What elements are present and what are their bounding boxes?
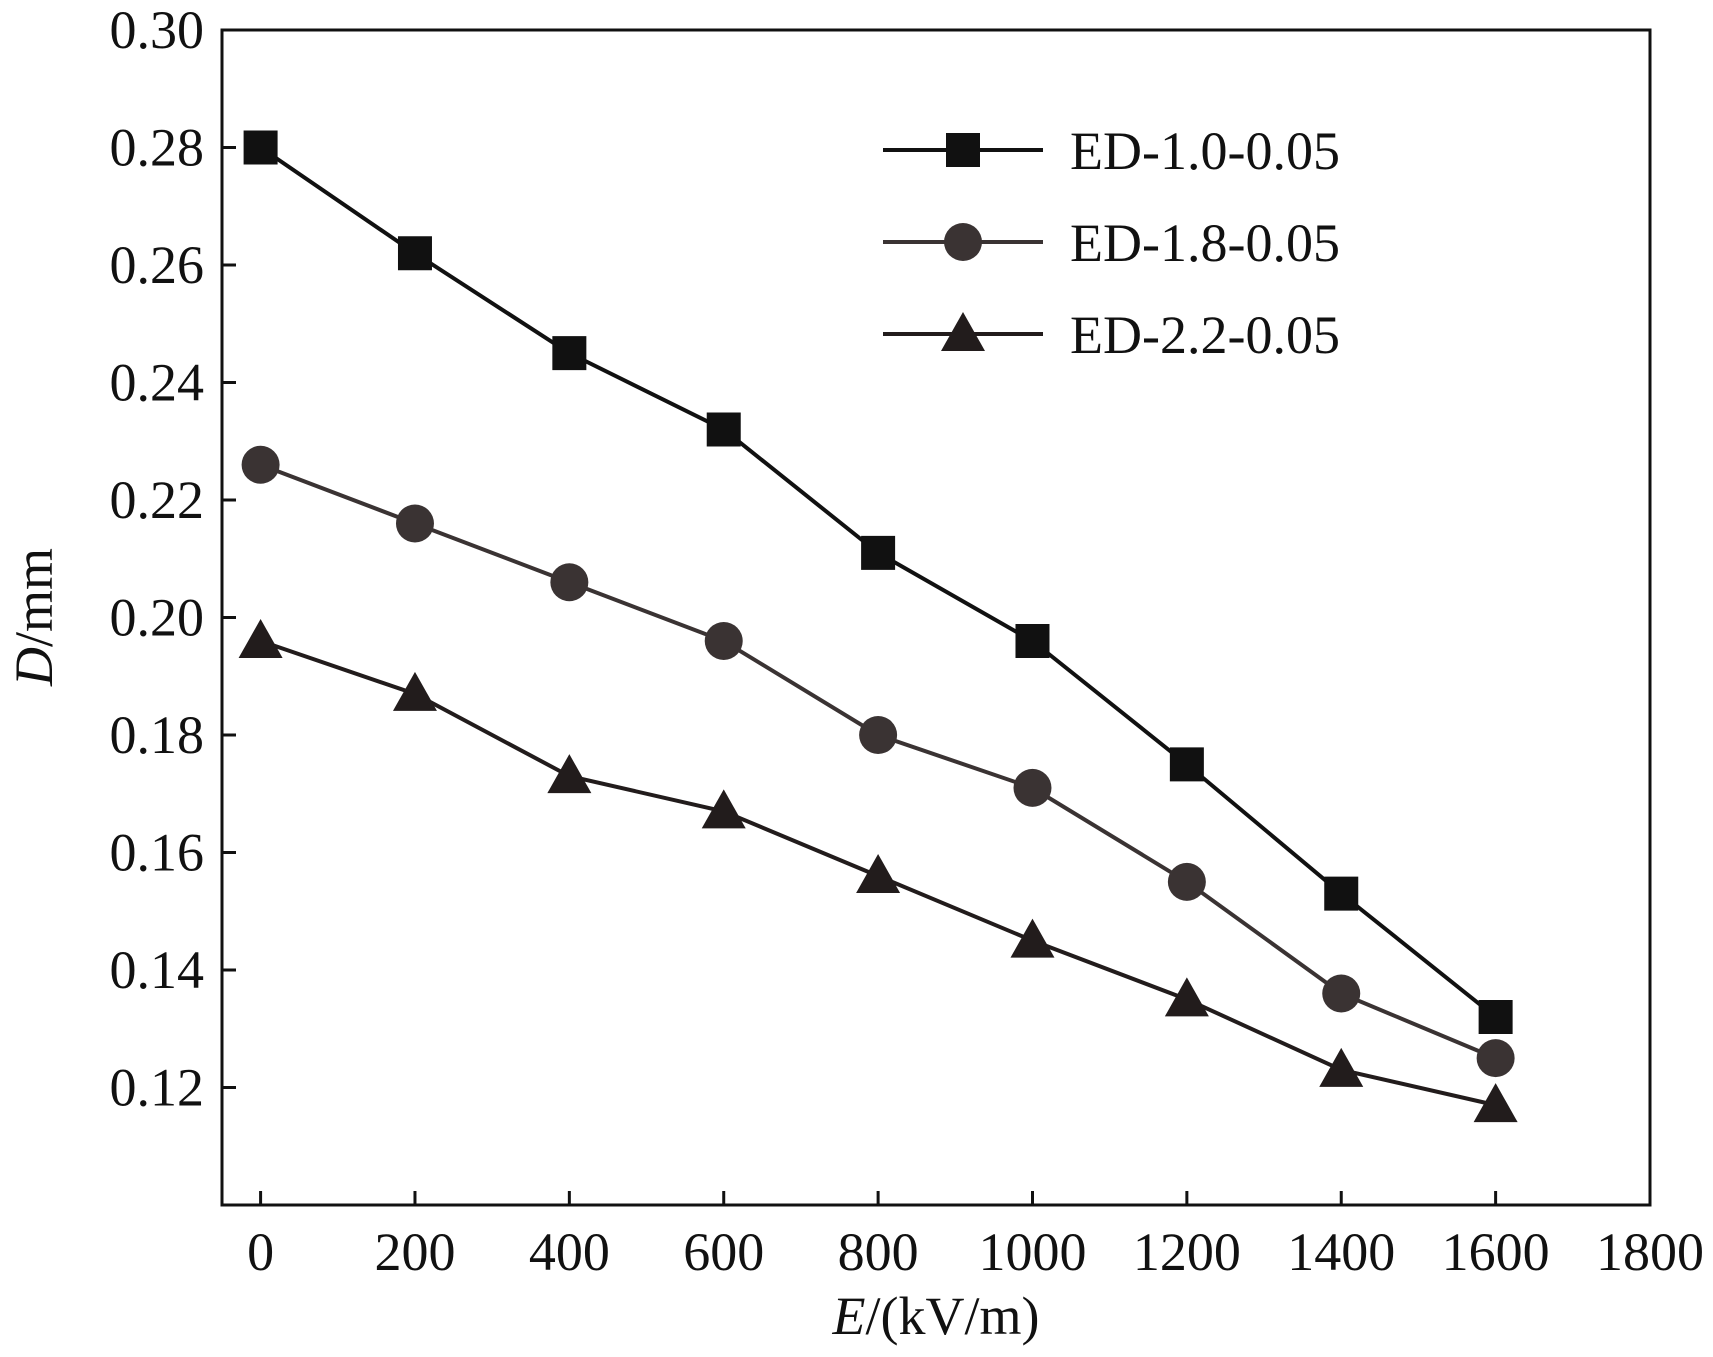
x-axis-variable: E <box>832 1286 866 1346</box>
y-tick-label: 0.14 <box>110 940 205 1000</box>
legend-label: ED-1.8-0.05 <box>1070 213 1340 273</box>
legend-item: ED-2.2-0.05 <box>883 305 1340 365</box>
plot-frame <box>220 28 1652 1207</box>
x-tick-label: 1200 <box>1133 1222 1241 1282</box>
data-point <box>1324 876 1359 911</box>
data-point <box>706 412 741 447</box>
y-tick-label: 0.30 <box>110 0 205 60</box>
data-point <box>1476 1039 1515 1078</box>
y-tick-label: 0.20 <box>110 588 205 648</box>
series-2 <box>241 445 1515 1078</box>
series-layer <box>238 130 1518 1123</box>
data-point <box>395 504 434 543</box>
legend-label: ED-1.0-0.05 <box>1070 121 1340 181</box>
data-point <box>1010 918 1055 958</box>
data-point <box>1319 1047 1364 1087</box>
data-point <box>552 336 587 371</box>
x-tick-label: 1600 <box>1442 1222 1550 1282</box>
series-3 <box>238 619 1518 1123</box>
data-point <box>859 716 898 754</box>
y-axis-variable: D <box>4 647 64 687</box>
legend-label: ED-2.2-0.05 <box>1070 305 1340 365</box>
data-point <box>1013 768 1052 807</box>
x-tick-label: 800 <box>838 1222 919 1282</box>
data-point <box>238 619 283 658</box>
legend-marker <box>941 312 985 351</box>
x-axis-unit: /(kV/m) <box>866 1286 1040 1346</box>
data-point <box>1169 747 1204 782</box>
data-point <box>1478 1000 1513 1034</box>
x-tick-label: 200 <box>374 1222 455 1282</box>
data-point <box>397 236 432 271</box>
data-point <box>547 754 592 794</box>
data-point <box>701 789 746 829</box>
data-point <box>550 563 589 602</box>
y-tick-label: 0.18 <box>110 705 205 765</box>
x-tick-label: 1800 <box>1596 1222 1704 1282</box>
y-tick-label: 0.28 <box>110 118 205 178</box>
y-tick-label: 0.12 <box>110 1058 205 1118</box>
y-tick-label: 0.24 <box>110 353 205 413</box>
x-tick-label: 1400 <box>1287 1222 1395 1282</box>
data-point <box>1164 977 1209 1017</box>
data-point <box>1015 624 1050 658</box>
data-point <box>856 854 901 893</box>
legend-marker <box>944 223 982 261</box>
data-point <box>1473 1083 1518 1123</box>
x-tick-label: 600 <box>683 1222 764 1282</box>
data-point <box>243 130 278 165</box>
x-axis: 0 200 400 600 800 1000 1200 1400 1600 1800 <box>247 1191 1704 1282</box>
data-point <box>241 445 280 484</box>
data-point <box>392 671 437 711</box>
legend-marker <box>946 133 980 167</box>
x-tick-label: 1000 <box>978 1222 1086 1282</box>
legend-item: ED-1.8-0.05 <box>883 213 1340 273</box>
x-tick-label: 400 <box>529 1222 610 1282</box>
series-1 <box>243 130 1513 1034</box>
y-tick-label: 0.16 <box>110 823 205 883</box>
y-tick-label: 0.22 <box>110 470 205 530</box>
y-tick-label: 0.26 <box>110 235 205 295</box>
x-tick-label: 0 <box>247 1222 274 1282</box>
y-axis-unit: /mm <box>4 548 64 647</box>
data-point <box>1322 974 1361 1013</box>
legend-item: ED-1.0-0.05 <box>883 121 1340 181</box>
data-point <box>704 622 743 660</box>
legend: ED-1.0-0.05 ED-1.8-0.05 ED-2.2-0.05 <box>883 121 1340 365</box>
x-axis-title: E/(kV/m) <box>832 1286 1040 1346</box>
data-point <box>1167 862 1206 901</box>
data-point <box>861 535 896 570</box>
y-axis: 0.12 0.14 0.16 0.18 0.20 0.22 0.24 0.26 0.28 0.30 <box>110 0 236 1118</box>
y-axis-title: D/mm <box>4 548 64 687</box>
